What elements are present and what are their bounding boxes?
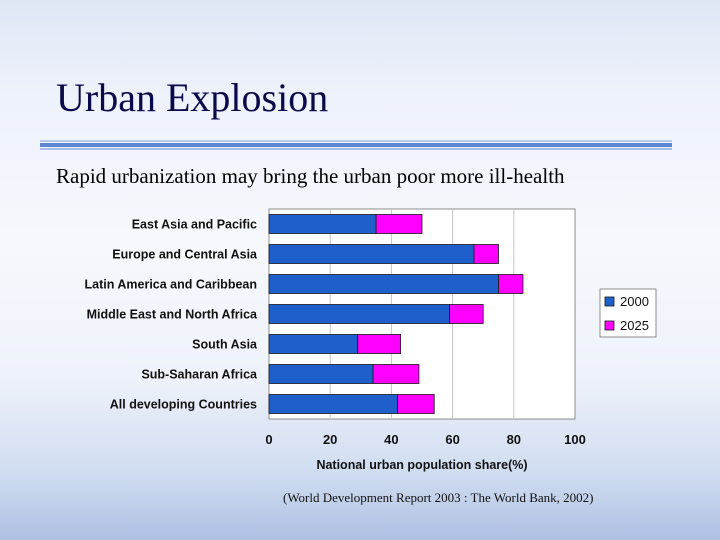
bar-2025-1	[375, 214, 423, 234]
category-label: South Asia	[192, 338, 258, 352]
slide-title: Urban Explosion	[56, 75, 329, 120]
category-label: East Asia and Pacific	[132, 218, 257, 232]
bar-2000-4	[268, 304, 450, 324]
x-tick-label: 100	[564, 432, 586, 447]
source-citation: (World Development Report 2003 : The Wor…	[283, 490, 594, 505]
bar-2000-5	[268, 334, 359, 354]
x-tick-label: 20	[323, 432, 337, 447]
bar-2000-7	[268, 394, 398, 414]
legend-swatch-2025	[604, 320, 615, 331]
bar-2025-6	[372, 364, 420, 384]
bar-2025-2	[473, 244, 499, 264]
x-tick-label: 40	[384, 432, 398, 447]
x-tick-label: 0	[265, 432, 272, 447]
category-label: Sub-Saharan Africa	[141, 368, 258, 382]
category-label: Latin America and Caribbean	[85, 278, 258, 292]
bar-2025-3	[498, 274, 524, 294]
legend-swatch-2000	[604, 296, 615, 307]
bar-2000-1	[268, 214, 377, 234]
category-label: Middle East and North Africa	[87, 308, 258, 322]
legend-label-2000: 2000	[620, 294, 649, 309]
slide-subtitle: Rapid urbanization may bring the urban p…	[56, 164, 565, 188]
bar-2000-6	[268, 364, 374, 384]
x-tick-label: 60	[445, 432, 459, 447]
category-label: All developing Countries	[110, 398, 257, 412]
x-tick-label: 80	[507, 432, 521, 447]
x-axis-label: National urban population share(%)	[316, 458, 527, 472]
legend-label-2025: 2025	[620, 318, 649, 333]
title-divider	[40, 140, 672, 150]
category-label: Europe and Central Asia	[112, 248, 258, 262]
bar-2025-4	[449, 304, 484, 324]
bar-2025-7	[397, 394, 435, 414]
bar-2025-5	[357, 334, 401, 354]
bar-2000-2	[268, 244, 475, 264]
bar-2000-3	[268, 274, 499, 294]
